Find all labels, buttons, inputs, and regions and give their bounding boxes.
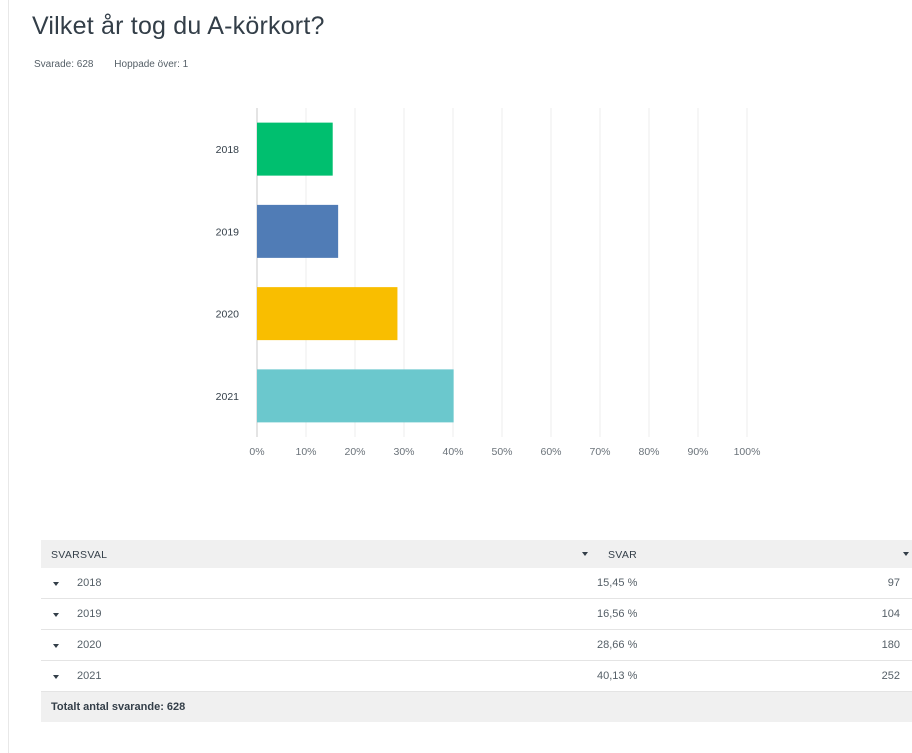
row-label: 2020 xyxy=(77,639,102,651)
expand-row-icon[interactable] xyxy=(53,644,59,648)
table-row[interactable]: 2018 15,45 % 97 xyxy=(41,568,912,599)
table-row[interactable]: 2021 40,13 % 252 xyxy=(41,661,912,692)
bar-chart: 0% 10% 20% 30% 40% 50% 60% 70% 80% 90% 100% 2018 201… xyxy=(216,108,761,458)
skipped-count: Hoppade över: 1 xyxy=(114,59,189,70)
bar xyxy=(257,204,339,258)
answer-table: SVARSVAL SVAR 2018 15,45 % 97 2019 16,56… xyxy=(41,540,912,722)
sort-choice-icon[interactable] xyxy=(582,552,588,556)
x-tick-label: 30% xyxy=(393,446,414,458)
table-row[interactable]: 2020 28,66 % 180 xyxy=(41,630,912,661)
category-label: 2021 xyxy=(216,391,240,403)
response-stats: Svarade: 628 Hoppade över: 1 xyxy=(34,59,206,70)
x-tick-label: 40% xyxy=(442,446,463,458)
x-tick-label: 10% xyxy=(295,446,316,458)
sort-answers-icon[interactable] xyxy=(903,552,909,556)
x-tick-label: 70% xyxy=(589,446,610,458)
row-count: 252 xyxy=(881,670,900,682)
bar xyxy=(257,369,454,423)
x-tick-label: 60% xyxy=(540,446,561,458)
header-answers[interactable]: SVAR xyxy=(608,549,638,561)
x-tick-label: 0% xyxy=(249,446,264,458)
row-percent: 40,13 % xyxy=(597,670,638,682)
bar xyxy=(257,122,333,176)
x-tick-label: 100% xyxy=(734,446,761,458)
table-footer: Totalt antal svarande: 628 xyxy=(41,692,912,722)
row-count: 97 xyxy=(887,577,900,589)
question-title: Vilket år tog du A-körkort? xyxy=(32,12,325,40)
row-count: 180 xyxy=(881,639,900,651)
x-tick-label: 90% xyxy=(687,446,708,458)
left-border xyxy=(8,0,9,753)
expand-row-icon[interactable] xyxy=(53,582,59,586)
category-label: 2018 xyxy=(216,144,240,156)
row-percent: 16,56 % xyxy=(597,608,638,620)
row-percent: 28,66 % xyxy=(597,639,638,651)
table-row[interactable]: 2019 16,56 % 104 xyxy=(41,599,912,630)
row-label: 2018 xyxy=(77,577,102,589)
x-tick-label: 20% xyxy=(344,446,365,458)
category-label: 2019 xyxy=(216,226,240,238)
row-count: 104 xyxy=(881,608,900,620)
x-tick-label: 50% xyxy=(491,446,512,458)
x-tick-label: 80% xyxy=(638,446,659,458)
row-label: 2021 xyxy=(77,670,102,682)
expand-row-icon[interactable] xyxy=(53,675,59,679)
bar xyxy=(257,287,398,341)
total-respondents: Totalt antal svarande: 628 xyxy=(51,701,186,713)
header-choice[interactable]: SVARSVAL xyxy=(51,549,108,561)
expand-row-icon[interactable] xyxy=(53,613,59,617)
table-header: SVARSVAL SVAR xyxy=(41,540,912,568)
category-label: 2020 xyxy=(216,309,240,321)
answered-count: Svarade: 628 xyxy=(34,59,94,70)
row-percent: 15,45 % xyxy=(597,577,638,589)
row-label: 2019 xyxy=(77,608,102,620)
